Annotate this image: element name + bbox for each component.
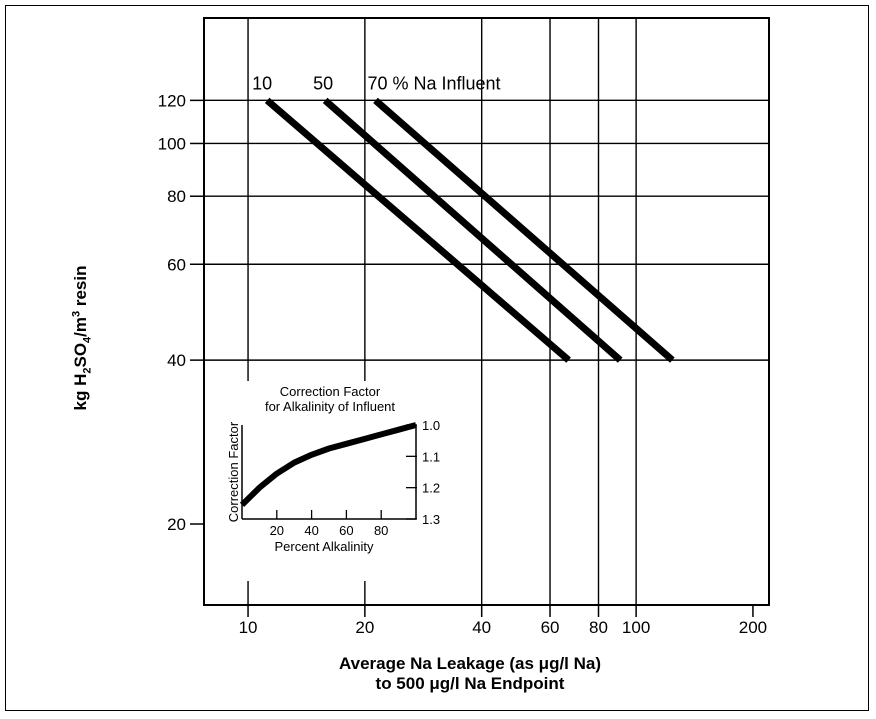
inset-x-axis-label: Percent Alkalinity	[275, 539, 374, 554]
x-axis-label-line1: Average Na Leakage (as μg/l Na)	[338, 654, 602, 673]
inset-y-tick-label: 1.2	[422, 481, 440, 496]
x-tick-label: 20	[355, 618, 374, 637]
inset-series-line	[239, 422, 417, 508]
y-tick-label: 20	[167, 515, 186, 534]
y-tick-label: 40	[167, 351, 186, 370]
inset-x-tick-label: 40	[304, 523, 318, 538]
x-tick-label: 10	[239, 618, 258, 637]
series-label-10: 10	[252, 73, 272, 93]
x-axis-label: Average Na Leakage (as μg/l Na) to 500 μ…	[240, 654, 700, 694]
x-tick-label: 60	[541, 618, 560, 637]
series-legend-label: 70 % Na Influent	[367, 73, 500, 93]
series-line-50	[322, 97, 623, 363]
y-axis-label: kg H2SO4/m3 resin	[70, 265, 94, 411]
y-tick-label: 80	[167, 187, 186, 206]
inset-x-tick-label: 60	[339, 523, 353, 538]
figure-frame	[5, 5, 869, 711]
y-tick-label: 100	[158, 134, 186, 153]
x-tick-label: 40	[472, 618, 491, 637]
x-tick-label: 100	[622, 618, 650, 637]
x-axis-label-line2: to 500 μg/l Na Endpoint	[375, 674, 565, 693]
inset-y-tick-label: 1.0	[422, 418, 440, 433]
inset-x-tick-label: 20	[270, 523, 284, 538]
series-line-70	[373, 97, 675, 363]
inset-title-line2: for Alkalinity of Influent	[265, 399, 395, 414]
inset-background	[208, 381, 468, 581]
x-tick-label: 200	[739, 618, 767, 637]
inset-x-tick-label: 80	[374, 523, 388, 538]
y-tick-label: 60	[167, 255, 186, 274]
x-tick-label: 80	[589, 618, 608, 637]
plot-area	[203, 17, 770, 606]
inset-y-axis-label: Correction Factor	[226, 421, 241, 522]
series-label-50: 50	[313, 73, 333, 93]
inset-y-tick-label: 1.3	[422, 512, 440, 527]
y-tick-label: 120	[158, 91, 186, 110]
inset-y-tick-label: 1.1	[422, 449, 440, 464]
inset-title-line1: Correction Factor	[280, 384, 381, 399]
series-line-10	[264, 97, 571, 363]
